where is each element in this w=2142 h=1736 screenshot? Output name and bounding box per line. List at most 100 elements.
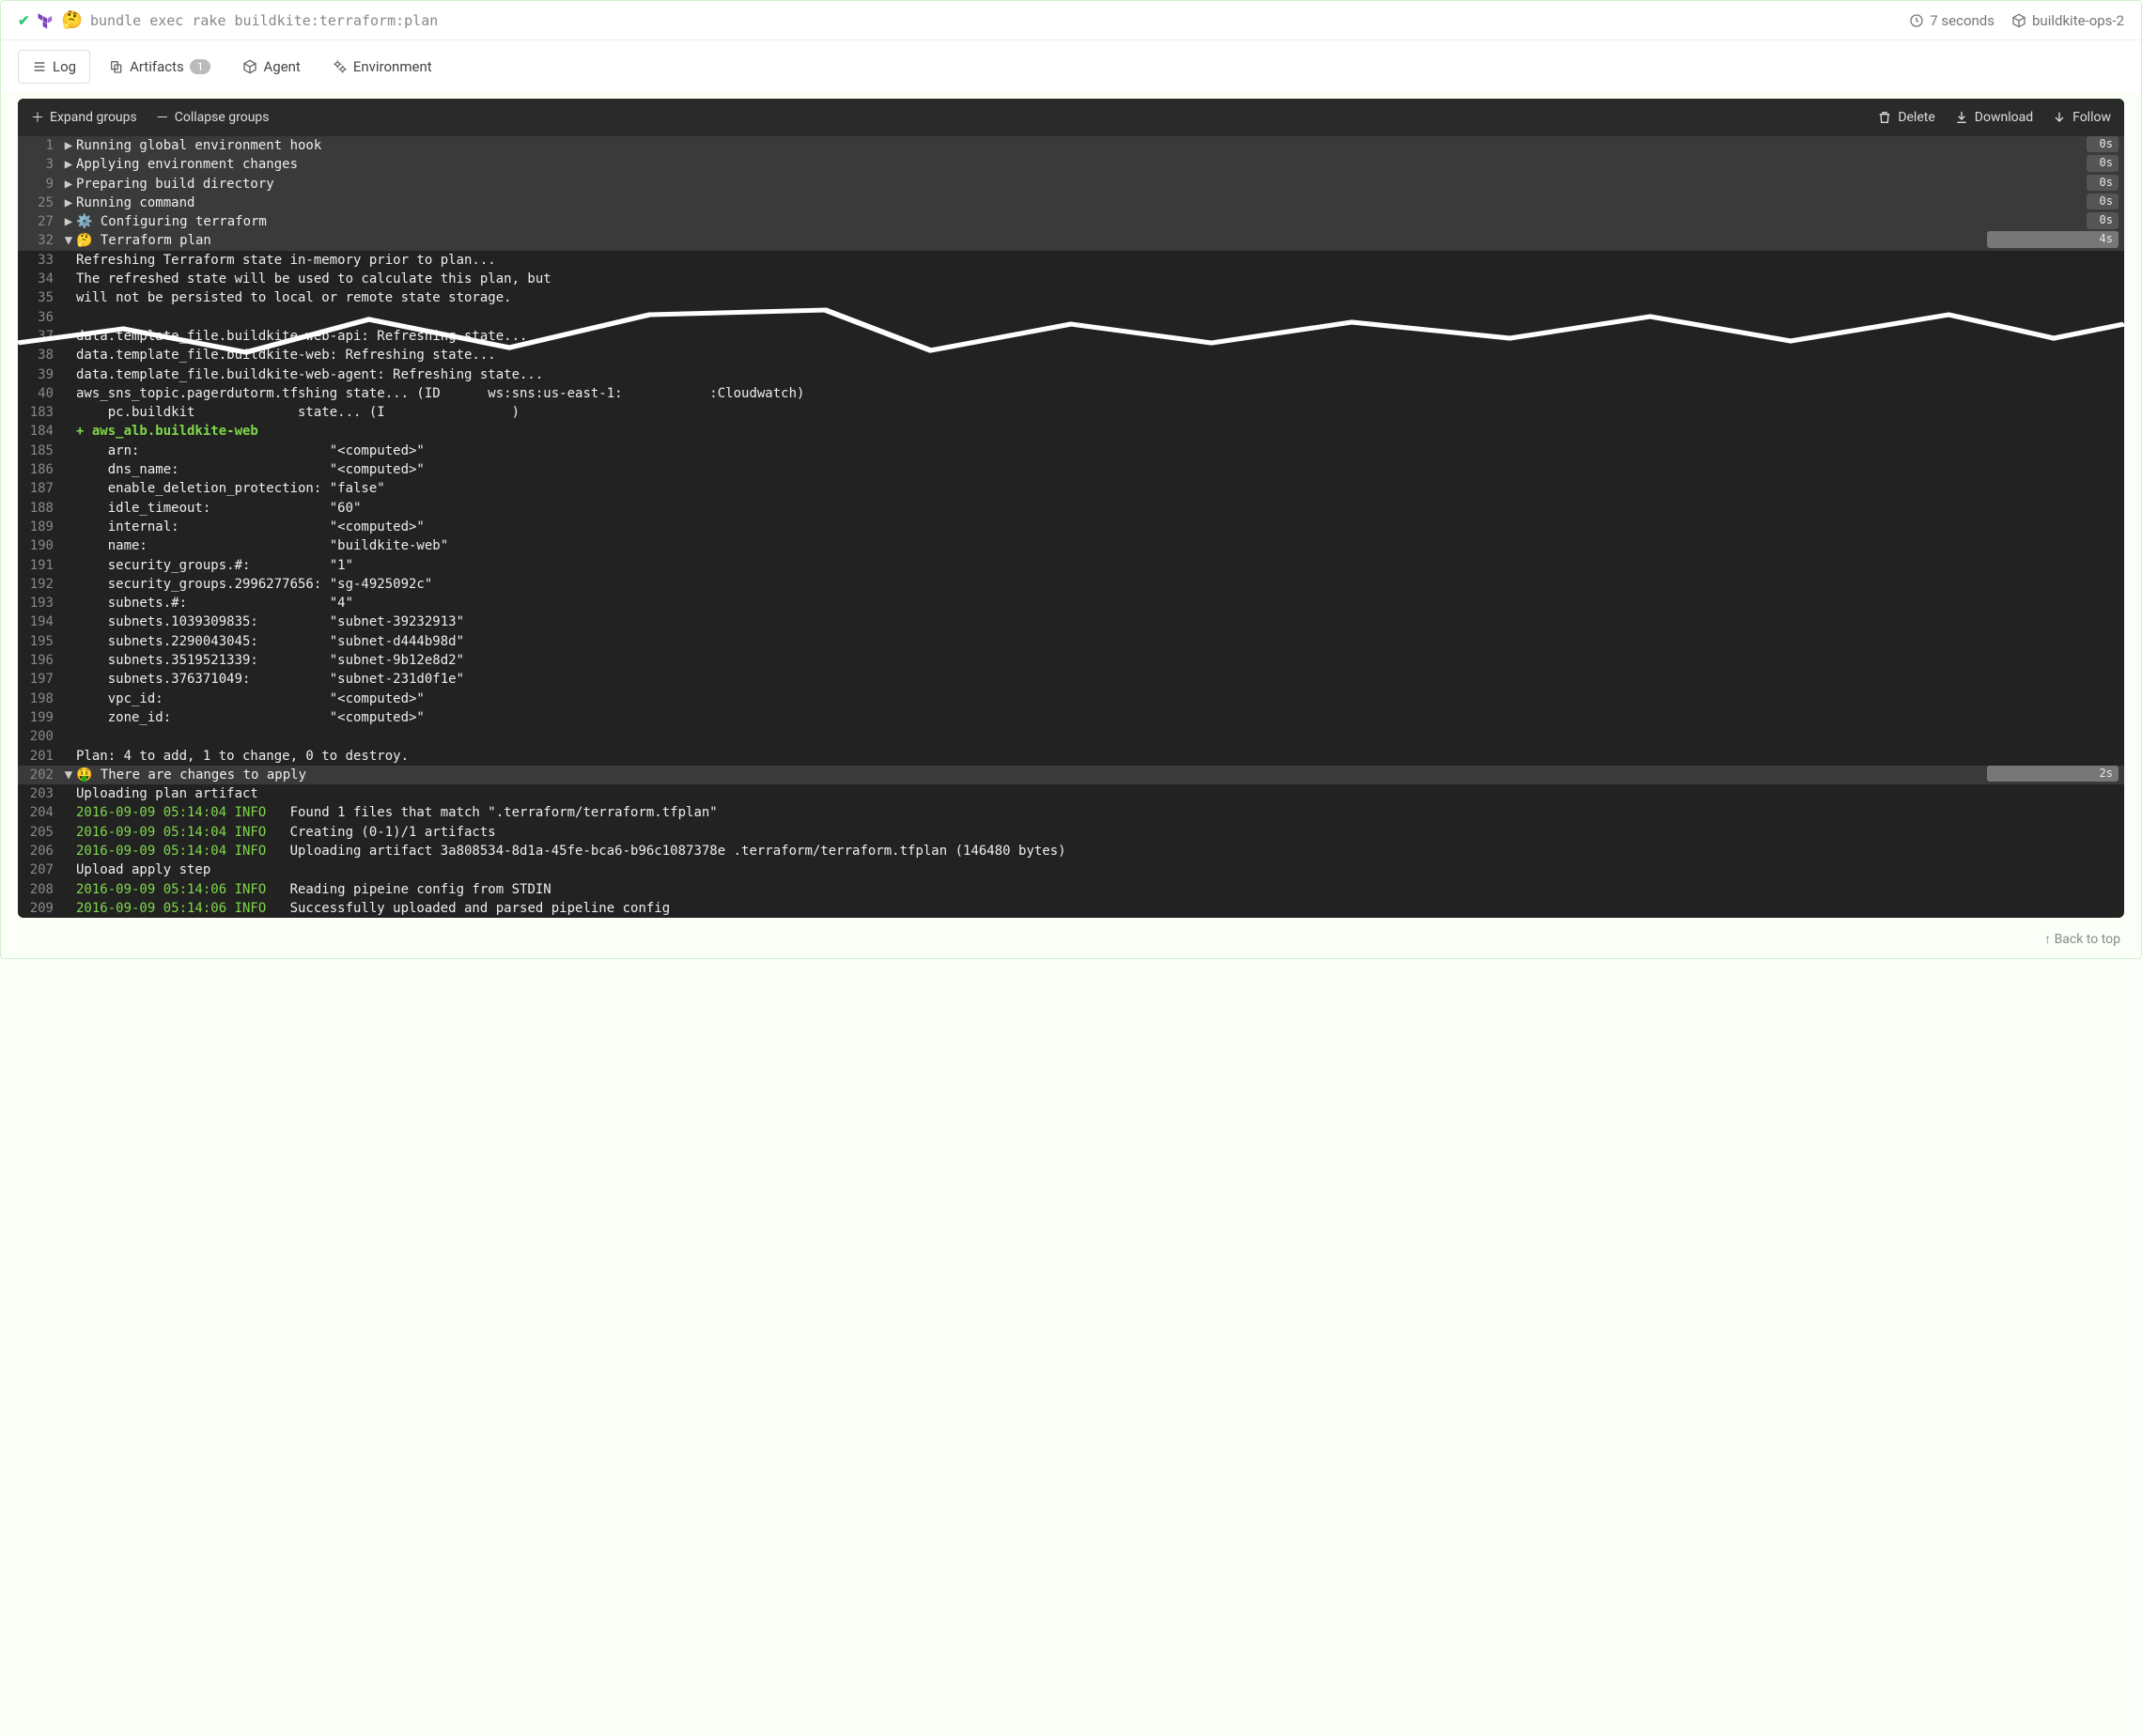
log-line: 193 subnets.#: "4" (18, 594, 2124, 612)
log-message: Successfully uploaded and parsed pipelin… (274, 901, 670, 916)
log-line: 192 security_groups.2996277656: "sg-4925… (18, 575, 2124, 594)
line-number: 3 (18, 155, 61, 174)
log-line: 2082016-09-09 05:14:06 INFO Reading pipe… (18, 880, 2124, 899)
download-button[interactable]: Download (1954, 110, 2033, 125)
log-line: 191 security_groups.#: "1" (18, 556, 2124, 575)
caret-down-icon: ▼ (61, 231, 76, 250)
agent-meta[interactable]: buildkite-ops-2 (2011, 12, 2124, 29)
caret-down-icon: ▼ (61, 766, 76, 784)
tab-env-label: Environment (353, 58, 432, 75)
line-text: 2016-09-09 05:14:04 INFO Creating (0-1)/… (76, 823, 2124, 842)
log-group-header[interactable]: 202▼🤑 There are changes to apply2s (18, 766, 2124, 784)
line-number: 203 (18, 784, 61, 803)
line-number: 208 (18, 880, 61, 899)
tab-log[interactable]: Log (18, 50, 90, 84)
log-group-header[interactable]: 32▼🤔 Terraform plan4s (18, 231, 2124, 250)
line-text: will not be persisted to local or remote… (76, 288, 2124, 307)
line-number: 38 (18, 346, 61, 364)
plus-icon: ＋ (31, 108, 44, 127)
log-line: 2042016-09-09 05:14:04 INFO Found 1 file… (18, 803, 2124, 822)
back-to-top[interactable]: ↑ Back to top (1, 923, 2141, 958)
log-line: 195 subnets.2290043045: "subnet-d444b98d… (18, 632, 2124, 651)
line-number: 184 (18, 422, 61, 441)
minus-icon: － (156, 108, 169, 127)
line-number: 27 (18, 212, 61, 231)
log-group-header[interactable]: 3▶Applying environment changes0s (18, 155, 2124, 174)
log-line: 200 (18, 727, 2124, 746)
follow-button[interactable]: Follow (2052, 110, 2111, 125)
collapse-groups-button[interactable]: － Collapse groups (156, 108, 270, 127)
line-text: aws_sns_topic.pagerdutorm.tfshing state.… (76, 384, 2124, 403)
log-group-header[interactable]: 1▶Running global environment hook0s (18, 136, 2124, 155)
line-number: 188 (18, 499, 61, 518)
line-text: name: "buildkite-web" (76, 536, 2124, 555)
line-number: 202 (18, 766, 61, 784)
log-group-header[interactable]: 25▶Running command0s (18, 194, 2124, 212)
line-number: 201 (18, 747, 61, 766)
log-container: ＋ Expand groups － Collapse groups Delete (18, 99, 2124, 918)
agent-label: buildkite-ops-2 (2032, 12, 2124, 29)
line-text: pc.buildkit state... (I ) (76, 403, 2124, 422)
log-toolbar: ＋ Expand groups － Collapse groups Delete (18, 99, 2124, 136)
expand-groups-button[interactable]: ＋ Expand groups (31, 108, 137, 127)
line-number: 39 (18, 365, 61, 384)
log-line: 36 (18, 308, 2124, 327)
log-line: 189 internal: "<computed>" (18, 518, 2124, 536)
line-text: vpc_id: "<computed>" (76, 690, 2124, 708)
line-text: security_groups.#: "1" (76, 556, 2124, 575)
terraform-icon (38, 12, 54, 29)
tabs: Log Artifacts 1 Agent Environment (1, 40, 2141, 93)
collapse-label: Collapse groups (175, 110, 270, 125)
line-number: 187 (18, 479, 61, 498)
delete-button[interactable]: Delete (1877, 110, 1934, 125)
line-text: enable_deletion_protection: "false" (76, 479, 2124, 498)
log-line: 184 + aws_alb.buildkite-web (18, 422, 2124, 441)
cube-icon (242, 59, 257, 74)
log-line: 33Refreshing Terraform state in-memory p… (18, 251, 2124, 270)
timestamp: 2016-09-09 05:14:06 INFO (76, 882, 274, 897)
line-text: subnets.1039309835: "subnet-39232913" (76, 612, 2124, 631)
artifacts-icon (109, 59, 124, 74)
tab-agent[interactable]: Agent (229, 50, 313, 84)
line-number: 37 (18, 327, 61, 346)
line-text: idle_timeout: "60" (76, 499, 2124, 518)
line-number: 195 (18, 632, 61, 651)
line-text: ⚙️ Configuring terraform (76, 212, 2087, 231)
line-number: 185 (18, 442, 61, 460)
hamburger-icon (32, 59, 47, 74)
log-group-header[interactable]: 9▶Preparing build directory0s (18, 175, 2124, 194)
artifacts-count-badge: 1 (190, 59, 211, 74)
tab-environment[interactable]: Environment (319, 50, 445, 84)
caret-right-icon: ▶ (61, 136, 76, 155)
log-line: 34The refreshed state will be used to ca… (18, 270, 2124, 288)
tab-artifacts[interactable]: Artifacts 1 (96, 50, 224, 84)
line-number: 197 (18, 670, 61, 689)
line-number: 32 (18, 231, 61, 250)
tab-log-label: Log (53, 58, 76, 75)
timing-badge: 2s (1987, 766, 2119, 782)
line-number: 34 (18, 270, 61, 288)
delete-label: Delete (1898, 110, 1934, 125)
line-text: 2016-09-09 05:14:04 INFO Uploading artif… (76, 842, 2124, 860)
line-number: 194 (18, 612, 61, 631)
line-number: 200 (18, 727, 61, 746)
log-line: 185 arn: "<computed>" (18, 442, 2124, 460)
job-header: ✔ 🤔 bundle exec rake buildkite:terraform… (1, 1, 2141, 40)
timestamp: 2016-09-09 05:14:04 INFO (76, 825, 274, 840)
log-line: 203Uploading plan artifact (18, 784, 2124, 803)
log-line: 35will not be persisted to local or remo… (18, 288, 2124, 307)
log-line: 39data.template_file.buildkite-web-agent… (18, 365, 2124, 384)
follow-label: Follow (2072, 110, 2111, 125)
gears-icon (333, 59, 348, 74)
timestamp: 2016-09-09 05:14:04 INFO (76, 805, 274, 820)
log-body[interactable]: 1▶Running global environment hook0s3▶App… (18, 136, 2124, 918)
log-line: 198 vpc_id: "<computed>" (18, 690, 2124, 708)
line-text: Running global environment hook (76, 136, 2087, 155)
line-text: + aws_alb.buildkite-web (76, 422, 2124, 441)
log-group-header[interactable]: 27▶⚙️ Configuring terraform0s (18, 212, 2124, 231)
line-text: 🤔 Terraform plan (76, 231, 1987, 250)
line-text: data.template_file.buildkite-web: Refres… (76, 346, 2124, 364)
log-line: 2092016-09-09 05:14:06 INFO Successfully… (18, 899, 2124, 918)
line-number: 186 (18, 460, 61, 479)
line-text: subnets.2290043045: "subnet-d444b98d" (76, 632, 2124, 651)
